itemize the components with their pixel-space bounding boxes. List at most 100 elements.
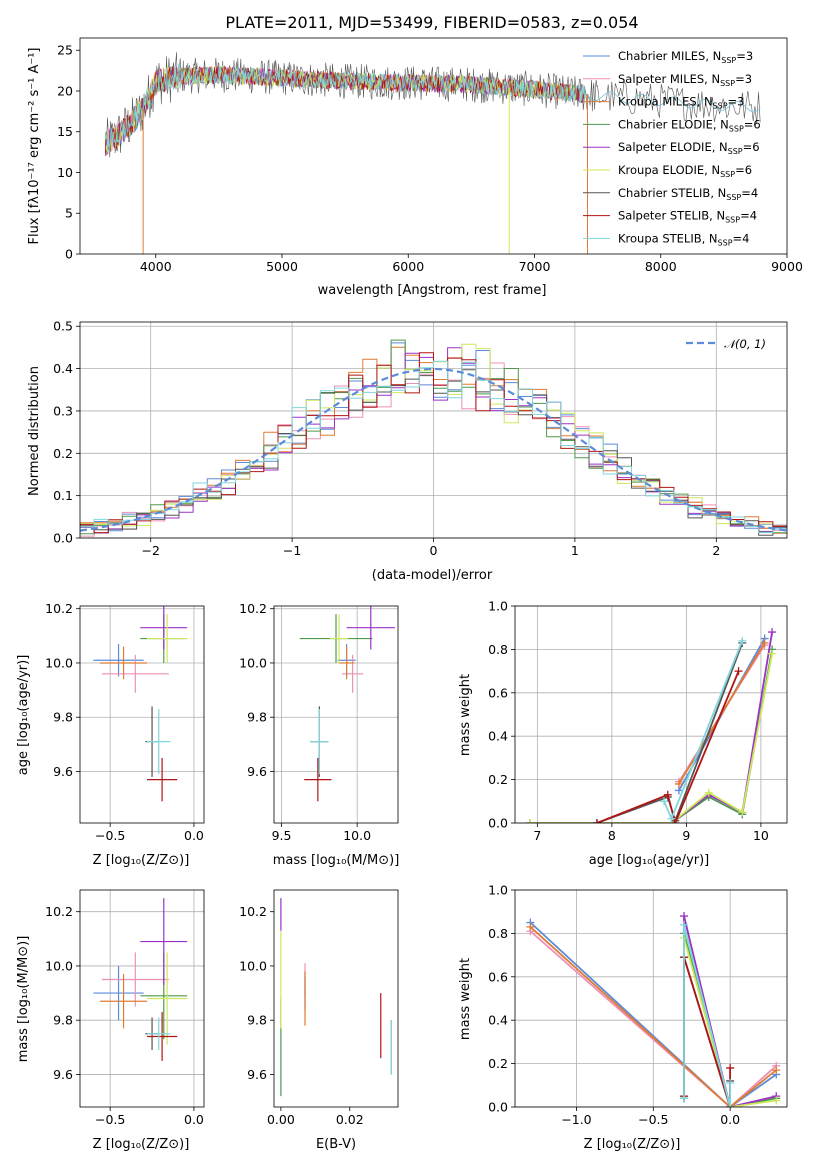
mass-vs-Z-ytick-label: 10.0 — [45, 958, 73, 973]
residuals-xtick-label: 0 — [430, 543, 438, 558]
spectrum-ytick-label: 25 — [57, 43, 73, 58]
weight-vs-age-ytick-label: 0.4 — [488, 729, 508, 744]
spectrum-xtick-label: 7000 — [519, 259, 551, 274]
age-vs-Z-ytick-label: 9.6 — [53, 764, 73, 779]
mass-vs-EBV-frame — [273, 889, 399, 1108]
weight-vs-age-ytick-label: 0.0 — [488, 816, 508, 831]
marker-kroupa-stelib — [738, 636, 747, 645]
spectrum-frame — [79, 37, 788, 255]
legend-label-chabrier-elodie: Chabrier ELODIE, NSSP=6 — [618, 117, 761, 133]
age-vs-Z-axes: −0.5 0.0 9.6 9.8 10.0 10.2 — [45, 601, 204, 843]
weight-z-xlabel: Z [log₁₀(Z/Z⊙)] — [584, 1137, 681, 1152]
mass-vs-EBV-xtick-label: 0.00 — [267, 1112, 295, 1127]
marker-kroupa-elodie — [768, 649, 777, 658]
weight-vs-age-ytick-label: 1.0 — [488, 599, 508, 614]
series-kroupa-miles — [529, 926, 777, 1107]
spectrum-ytick-label: 0 — [65, 247, 73, 262]
spectrum-ylabel: Flux [fλ10⁻¹⁷ erg cm⁻² s⁻¹ A⁻¹] — [27, 48, 42, 245]
age-vs-mass-xtick-label: 9.5 — [272, 828, 292, 843]
series-chabrier-miles — [529, 921, 777, 1107]
mass-vs-EBV-xtick-label: 0.02 — [336, 1112, 364, 1127]
spectrum-line-kroupa-stelib — [104, 63, 761, 152]
weight-vs-Z-axes: −1.0 −0.5 0.0 0.0 0.2 0.4 0.6 0.8 1.0 — [488, 883, 787, 1127]
series-salpeter-miles — [529, 930, 777, 1107]
marker-kroupa-miles — [526, 922, 535, 931]
mass-vs-EBV-ytick-label: 10.2 — [239, 904, 267, 919]
series-chabrier-stelib — [596, 642, 744, 823]
legend-label-chabrier-miles: Chabrier MILES, NSSP=3 — [618, 49, 753, 65]
spectrum-xlabel: wavelength [Angstrom, rest frame] — [318, 283, 547, 298]
spectrum-xtick-label: 4000 — [140, 259, 172, 274]
residuals-xtick-label: −2 — [141, 543, 159, 558]
marker-kroupa-stelib — [680, 920, 689, 929]
marker-kroupa-stelib — [680, 1094, 689, 1103]
residuals-frame — [79, 321, 788, 539]
legend-label-kroupa-stelib: Kroupa STELIB, NSSP=4 — [618, 231, 749, 247]
spectrum-legend: Chabrier MILES, NSSP=3 Salpeter MILES, NS… — [583, 49, 761, 247]
weight-vs-age-xtick-label: 9 — [682, 828, 690, 843]
spectrum-ytick-label: 15 — [57, 124, 73, 139]
mass-vs-Z-xtick-label: −0.5 — [95, 1112, 125, 1127]
spectrum-ytick-label: 5 — [65, 206, 73, 221]
mass-vs-Z-frame — [79, 889, 205, 1108]
spectrum-xtick-label: 6000 — [392, 259, 424, 274]
residuals-ytick-label: 0.4 — [53, 361, 73, 376]
chart-title: PLATE=2011, MJD=53499, FIBERID=0583, z=0… — [225, 13, 638, 32]
marker-salpeter-stelib — [671, 819, 680, 823]
marker-kroupa-elodie — [738, 808, 747, 817]
series-salpeter-stelib — [596, 670, 740, 823]
normal-legend-label: 𝒩(0, 1) — [724, 337, 766, 351]
mass-vs-EBV-content — [280, 898, 392, 1097]
weight-vs-age-content — [525, 628, 777, 823]
residuals-ytick-label: 0.2 — [53, 446, 73, 461]
series-kroupa-stelib — [663, 640, 744, 822]
residuals-ytick-label: 0.3 — [53, 403, 73, 418]
spectrum-content — [104, 52, 761, 254]
marker-salpeter-elodie — [768, 628, 777, 637]
marker-kroupa-stelib — [726, 1103, 735, 1107]
mass-vs-Z-ytick-label: 10.2 — [45, 904, 73, 919]
residuals-ytick-label: 0.5 — [53, 319, 73, 334]
residuals-ylabel: Normed distribution — [27, 366, 42, 496]
weight-vs-Z-xtick-label: −1.0 — [561, 1112, 591, 1127]
mass-vs-Z-xtick-label: 0.0 — [184, 1112, 204, 1127]
spectrum-ytick-label: 10 — [57, 165, 73, 180]
age-vs-mass-ytick-label: 9.8 — [247, 710, 267, 725]
weight-vs-Z-xtick-label: −0.5 — [638, 1112, 668, 1127]
weight-vs-Z-ytick-label: 0.2 — [488, 1056, 508, 1071]
weight-vs-Z-ytick-label: 0.4 — [488, 1013, 508, 1028]
mass-vs-EBV-ytick-label: 9.8 — [247, 1013, 267, 1028]
weight-vs-age-xtick-label: 8 — [608, 828, 616, 843]
mass-vs-EBV-ytick-label: 9.6 — [247, 1067, 267, 1082]
weight-vs-Z-frame — [514, 889, 788, 1108]
spectrum-ytick-label: 20 — [57, 83, 73, 98]
age-vs-mass-axes: 9.5 10.0 9.6 9.8 10.0 10.2 — [239, 601, 398, 843]
marker-kroupa-elodie — [525, 819, 534, 823]
residuals-xlabel: (data-model)/error — [372, 568, 493, 583]
age-vs-Z-ytick-label: 9.8 — [53, 710, 73, 725]
age-vs-Z-ytick-label: 10.0 — [45, 655, 73, 670]
marker-kroupa-stelib — [726, 1079, 735, 1088]
age-vs-Z-frame — [79, 605, 205, 824]
residuals-xtick-label: −1 — [283, 543, 301, 558]
mass-vs-Z-ytick-label: 9.6 — [53, 1067, 73, 1082]
mass-vs-Z-content — [93, 898, 188, 1061]
age-vs-mass-content — [299, 606, 395, 802]
mass-vs-Z-ytick-label: 9.8 — [53, 1013, 73, 1028]
age-z-xlabel: Z [log₁₀(Z/Z⊙)] — [93, 853, 190, 868]
age-vs-mass-ytick-label: 9.6 — [247, 764, 267, 779]
weight-vs-age-ytick-label: 0.8 — [488, 642, 508, 657]
age-vs-Z-xtick-label: 0.0 — [184, 828, 204, 843]
histogram-kroupa-stelib — [80, 360, 787, 538]
age-z-ylabel: age [log₁₀(age/yr)] — [16, 655, 31, 776]
spectrum-xtick-label: 9000 — [771, 259, 803, 274]
legend-label-salpeter-elodie: Salpeter ELODIE, NSSP=6 — [618, 140, 760, 156]
age-vs-Z-xtick-label: −0.5 — [95, 828, 125, 843]
legend-label-chabrier-stelib: Chabrier STELIB, NSSP=4 — [618, 186, 758, 202]
residuals-ytick-label: 0.1 — [53, 488, 73, 503]
weight-vs-age-ytick-label: 0.2 — [488, 772, 508, 787]
weight-age-ylabel: mass weight — [458, 674, 473, 756]
spectrum-axes: 4000 5000 6000 7000 8000 9000 0 5 10 15 20 25 — [57, 43, 803, 274]
